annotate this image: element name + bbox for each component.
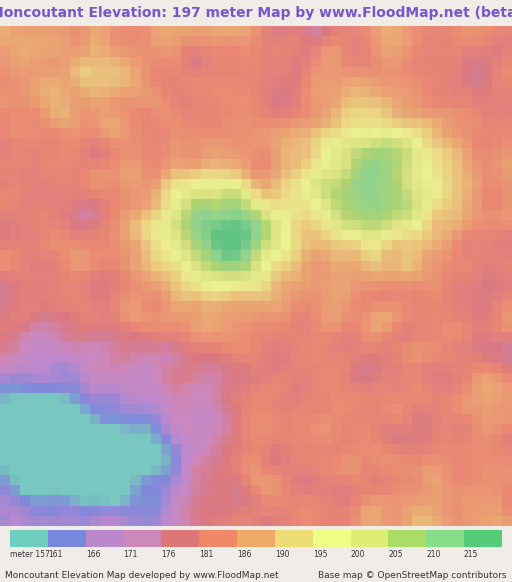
Bar bbox=[48, 530, 86, 547]
Text: 210: 210 bbox=[426, 549, 440, 559]
Bar bbox=[199, 530, 237, 547]
Bar bbox=[161, 530, 199, 547]
Text: Base map © OpenStreetMap contributors: Base map © OpenStreetMap contributors bbox=[318, 571, 507, 580]
Bar bbox=[124, 530, 161, 547]
Text: 190: 190 bbox=[275, 549, 289, 559]
Text: 181: 181 bbox=[199, 549, 214, 559]
Text: 161: 161 bbox=[48, 549, 62, 559]
Bar bbox=[388, 530, 426, 547]
Text: meter 157: meter 157 bbox=[10, 549, 50, 559]
Bar bbox=[237, 530, 275, 547]
Text: 200: 200 bbox=[351, 549, 365, 559]
Text: Moncoutant Elevation Map developed by www.FloodMap.net: Moncoutant Elevation Map developed by ww… bbox=[5, 571, 279, 580]
Text: 186: 186 bbox=[237, 549, 251, 559]
Bar bbox=[464, 530, 502, 547]
Text: 195: 195 bbox=[313, 549, 327, 559]
Text: 205: 205 bbox=[388, 549, 403, 559]
Bar bbox=[351, 530, 388, 547]
Text: 215: 215 bbox=[464, 549, 478, 559]
Bar bbox=[426, 530, 464, 547]
Text: Moncoutant Elevation: 197 meter Map by www.FloodMap.net (beta): Moncoutant Elevation: 197 meter Map by w… bbox=[0, 6, 512, 20]
Bar bbox=[86, 530, 124, 547]
Bar bbox=[10, 530, 48, 547]
Text: 166: 166 bbox=[86, 549, 100, 559]
Bar bbox=[313, 530, 351, 547]
Bar bbox=[275, 530, 313, 547]
Text: 171: 171 bbox=[124, 549, 138, 559]
Text: 176: 176 bbox=[161, 549, 176, 559]
